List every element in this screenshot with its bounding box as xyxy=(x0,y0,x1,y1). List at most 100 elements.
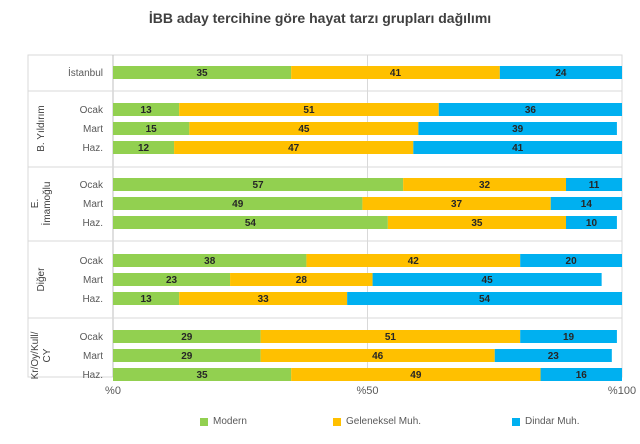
data-label: 54 xyxy=(479,294,491,305)
data-label: 39 xyxy=(512,124,524,135)
legend-item-modern: Modern xyxy=(200,416,247,427)
legend-label-modern: Modern xyxy=(213,416,247,427)
x-tick-label: %50 xyxy=(356,385,378,397)
data-label: 24 xyxy=(555,68,567,79)
legend-swatch-modern xyxy=(200,417,208,426)
x-tick-label: %100 xyxy=(608,385,636,397)
legend-label-geleneksel: Geleneksel Muh. xyxy=(346,416,422,427)
bar-segment xyxy=(387,216,567,229)
data-label: 35 xyxy=(471,218,483,229)
bar-segment xyxy=(179,103,439,116)
row-label: Haz. xyxy=(82,143,103,154)
bar-segment xyxy=(520,254,622,267)
data-label: 46 xyxy=(372,351,384,362)
data-label: 23 xyxy=(166,275,178,286)
data-label: 54 xyxy=(245,218,257,229)
x-tick-label: %0 xyxy=(105,385,121,397)
bar-segment xyxy=(113,178,404,191)
bar-segment xyxy=(260,330,521,343)
bar-segment xyxy=(438,103,622,116)
bar-segment xyxy=(179,292,348,305)
legend-swatch-geleneksel xyxy=(333,417,341,426)
bar-segment xyxy=(189,122,419,135)
bar-segment xyxy=(372,273,602,286)
data-label: 19 xyxy=(563,332,575,343)
row-label: Haz. xyxy=(82,218,103,229)
row-label: Ocak xyxy=(80,180,104,191)
row-label: Ocak xyxy=(80,105,104,116)
legend-label-dindar: Dindar Muh. xyxy=(525,416,580,427)
row-label: Mart xyxy=(83,275,103,286)
data-label: 23 xyxy=(548,351,560,362)
data-label: 29 xyxy=(181,351,193,362)
data-label: 11 xyxy=(589,180,600,191)
group-label: Diğer xyxy=(36,267,47,292)
row-label: Ocak xyxy=(80,256,104,267)
bar-segment xyxy=(113,254,307,267)
bar-segment xyxy=(113,103,180,116)
data-label: 33 xyxy=(258,294,270,305)
row-label: Mart xyxy=(83,199,103,210)
bar-segment xyxy=(113,273,231,286)
bar-segment xyxy=(418,122,617,135)
data-label: 36 xyxy=(525,105,537,116)
bar-segment xyxy=(520,330,617,343)
bar-segment xyxy=(113,292,180,305)
bar-segment xyxy=(362,197,551,210)
group-label: E.İmamoğlu xyxy=(30,182,53,226)
bar-segment xyxy=(291,66,500,79)
data-label: 15 xyxy=(146,124,158,135)
data-label: 57 xyxy=(253,180,265,191)
data-label: 12 xyxy=(138,143,150,154)
bar-segment xyxy=(550,197,622,210)
data-label: 29 xyxy=(181,332,193,343)
group-label: Kr/Oy/Kull/CY xyxy=(30,331,53,379)
bar-segment xyxy=(403,178,567,191)
data-label: 28 xyxy=(296,275,308,286)
data-label: 51 xyxy=(385,332,397,343)
data-label: 14 xyxy=(581,199,593,210)
data-label: 35 xyxy=(197,68,209,79)
bar-segment xyxy=(260,349,495,362)
bar-segment xyxy=(113,216,388,229)
data-label: 41 xyxy=(390,68,402,79)
data-label: 16 xyxy=(576,370,588,381)
legend-swatch-dindar xyxy=(512,417,520,426)
row-label: İstanbul xyxy=(68,66,103,79)
data-label: 47 xyxy=(288,143,300,154)
bar-segment xyxy=(566,178,622,191)
bar-segment xyxy=(540,368,622,381)
bar-segment xyxy=(306,254,521,267)
bar-segment xyxy=(499,66,622,79)
data-label: 13 xyxy=(141,105,153,116)
chart-title: İBB aday tercihine göre hayat tarzı grup… xyxy=(148,10,492,26)
bar-segment xyxy=(113,349,261,362)
data-label: 45 xyxy=(482,275,494,286)
data-label: 42 xyxy=(408,256,420,267)
bar-segment xyxy=(347,292,622,305)
data-label: 13 xyxy=(141,294,153,305)
legend-item-dindar: Dindar Muh. xyxy=(512,416,579,427)
group-label: B. Yıldırım xyxy=(36,105,47,152)
row-label: Mart xyxy=(83,351,103,362)
bar-segment xyxy=(113,122,190,135)
bar-segment xyxy=(413,141,622,154)
data-label: 41 xyxy=(512,143,524,154)
data-label: 49 xyxy=(410,370,422,381)
data-label: 45 xyxy=(298,124,310,135)
data-label: 51 xyxy=(303,105,315,116)
bar-segment xyxy=(291,368,541,381)
row-label: Haz. xyxy=(82,370,103,381)
bar-segment xyxy=(113,330,261,343)
data-label: 32 xyxy=(479,180,491,191)
bar-segment xyxy=(566,216,617,229)
row-label: Haz. xyxy=(82,294,103,305)
data-label: 38 xyxy=(204,256,216,267)
bar-segment xyxy=(174,141,414,154)
row-label: Mart xyxy=(83,124,103,135)
data-label: 10 xyxy=(586,218,598,229)
legend-item-geleneksel: Geleneksel Muh. xyxy=(333,416,421,427)
row-label: Ocak xyxy=(80,332,104,343)
bar-segment xyxy=(113,141,175,154)
